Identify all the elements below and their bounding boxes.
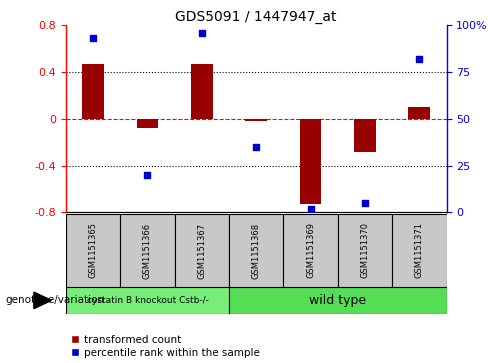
Text: GSM1151368: GSM1151368 [252, 223, 261, 278]
Point [415, 56, 423, 62]
Point [361, 200, 369, 206]
Bar [66, 214, 120, 287]
Bar [300, 119, 322, 204]
Text: GSM1151366: GSM1151366 [143, 223, 152, 278]
Point [306, 206, 314, 212]
Point [89, 36, 97, 41]
Bar [137, 119, 158, 128]
Text: GSM1151370: GSM1151370 [361, 223, 369, 278]
Point [252, 144, 260, 150]
Bar [175, 214, 229, 287]
Point [143, 172, 151, 178]
Title: GDS5091 / 1447947_at: GDS5091 / 1447947_at [176, 11, 337, 24]
Text: GSM1151365: GSM1151365 [88, 223, 98, 278]
Bar [66, 287, 229, 314]
Bar [408, 107, 430, 119]
Bar [120, 214, 175, 287]
Bar [229, 214, 284, 287]
Bar [229, 287, 447, 314]
Polygon shape [34, 292, 52, 309]
Bar [338, 214, 392, 287]
Bar [284, 214, 338, 287]
Text: GSM1151369: GSM1151369 [306, 223, 315, 278]
Text: genotype/variation: genotype/variation [5, 295, 104, 305]
Text: GSM1151367: GSM1151367 [197, 223, 206, 278]
Text: cystatin B knockout Cstb-/-: cystatin B knockout Cstb-/- [86, 296, 208, 305]
Text: wild type: wild type [309, 294, 366, 307]
Legend: transformed count, percentile rank within the sample: transformed count, percentile rank withi… [71, 335, 260, 358]
Bar [392, 214, 447, 287]
Bar [245, 119, 267, 121]
Bar [191, 64, 213, 119]
Bar [82, 64, 104, 119]
Bar [354, 119, 376, 152]
Text: GSM1151371: GSM1151371 [415, 223, 424, 278]
Point [198, 30, 206, 36]
